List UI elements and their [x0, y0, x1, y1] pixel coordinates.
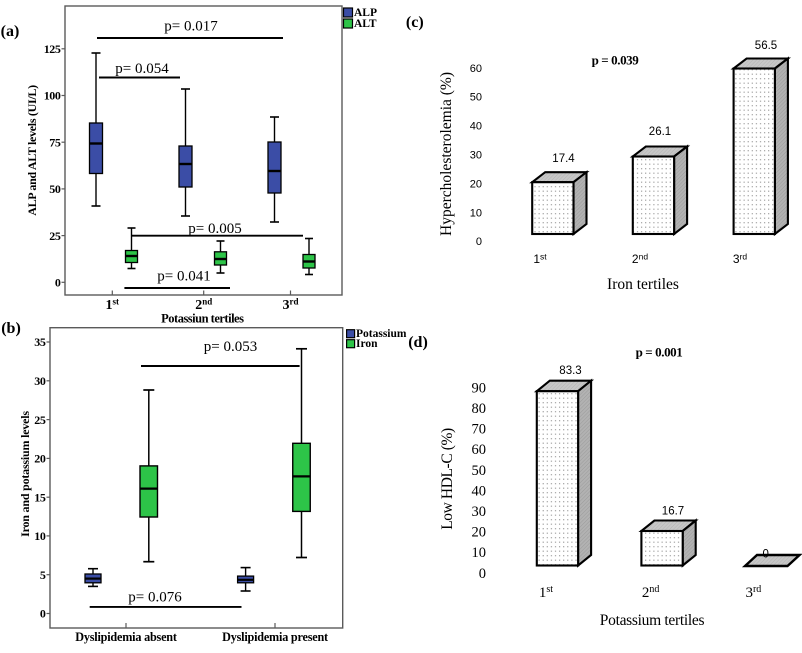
svg-text:Low HDL-C (%): Low HDL-C (%) [439, 428, 456, 530]
svg-text:15: 15 [34, 490, 46, 504]
svg-text:(a): (a) [1, 23, 20, 40]
svg-text:10: 10 [470, 207, 482, 219]
svg-text:Iron: Iron [356, 338, 378, 350]
svg-text:p = 0.039: p = 0.039 [592, 53, 640, 68]
svg-text:Dyslipidemia present: Dyslipidemia present [222, 630, 328, 644]
svg-text:35: 35 [34, 335, 46, 349]
svg-text:p= 0.054: p= 0.054 [115, 61, 169, 77]
svg-text:Potassium tertiles: Potassium tertiles [600, 612, 705, 629]
svg-text:25: 25 [34, 413, 46, 427]
svg-text:ALP and ALT levels (UI/L): ALP and ALT levels (UI/L) [25, 85, 39, 216]
svg-text:25: 25 [49, 229, 61, 243]
svg-text:Iron tertiles: Iron tertiles [607, 276, 679, 293]
svg-text:40: 40 [470, 121, 482, 133]
svg-text:p= 0.017: p= 0.017 [164, 19, 218, 35]
svg-text:50: 50 [470, 92, 482, 104]
svg-text:30: 30 [472, 504, 487, 520]
svg-text:5: 5 [40, 568, 46, 582]
svg-text:Dyslipidemia absent: Dyslipidemia absent [75, 630, 177, 644]
svg-text:20: 20 [34, 452, 46, 466]
svg-text:50: 50 [49, 182, 61, 196]
svg-text:80: 80 [472, 401, 487, 417]
svg-text:p= 0.076: p= 0.076 [128, 590, 182, 606]
svg-text:17.4: 17.4 [552, 153, 575, 165]
svg-text:60: 60 [472, 442, 487, 458]
svg-text:(b): (b) [1, 320, 21, 337]
svg-text:10: 10 [472, 545, 487, 561]
svg-text:50: 50 [472, 463, 487, 479]
svg-text:75: 75 [49, 135, 61, 149]
svg-text:20: 20 [470, 178, 482, 190]
svg-text:40: 40 [472, 483, 487, 499]
svg-text:0: 0 [55, 276, 61, 290]
svg-text:Iron and potassium levels: Iron and potassium levels [18, 411, 32, 537]
svg-text:90: 90 [472, 380, 487, 396]
svg-text:0: 0 [476, 236, 482, 248]
svg-text:ALP: ALP [354, 7, 377, 19]
svg-text:26.1: 26.1 [649, 126, 671, 138]
svg-text:70: 70 [472, 422, 487, 438]
svg-text:0: 0 [479, 566, 486, 582]
svg-text:83.3: 83.3 [559, 365, 581, 377]
svg-text:ALT: ALT [354, 18, 377, 30]
svg-text:30: 30 [470, 150, 482, 162]
svg-text:125: 125 [44, 42, 61, 56]
svg-text:(d): (d) [408, 334, 428, 351]
svg-text:60: 60 [470, 63, 482, 75]
svg-text:p= 0.041: p= 0.041 [157, 269, 210, 285]
svg-text:20: 20 [472, 525, 487, 541]
svg-text:p= 0.005: p= 0.005 [188, 221, 241, 237]
svg-text:56.5: 56.5 [755, 40, 777, 52]
svg-text:100: 100 [44, 89, 61, 103]
svg-text:Hypercholesterolemia (%): Hypercholesterolemia (%) [438, 72, 455, 236]
svg-text:16.7: 16.7 [662, 506, 684, 518]
svg-text:0: 0 [762, 549, 768, 561]
svg-text:Potassium: Potassium [356, 328, 407, 340]
svg-text:30: 30 [34, 374, 46, 388]
svg-text:p = 0.001: p = 0.001 [636, 345, 683, 360]
svg-text:0: 0 [40, 607, 46, 621]
svg-text:p= 0.053: p= 0.053 [204, 339, 257, 355]
svg-text:Potassiun tertiles: Potassiun tertiles [161, 312, 244, 326]
svg-text:10: 10 [34, 529, 46, 543]
svg-text:(c): (c) [406, 14, 424, 31]
